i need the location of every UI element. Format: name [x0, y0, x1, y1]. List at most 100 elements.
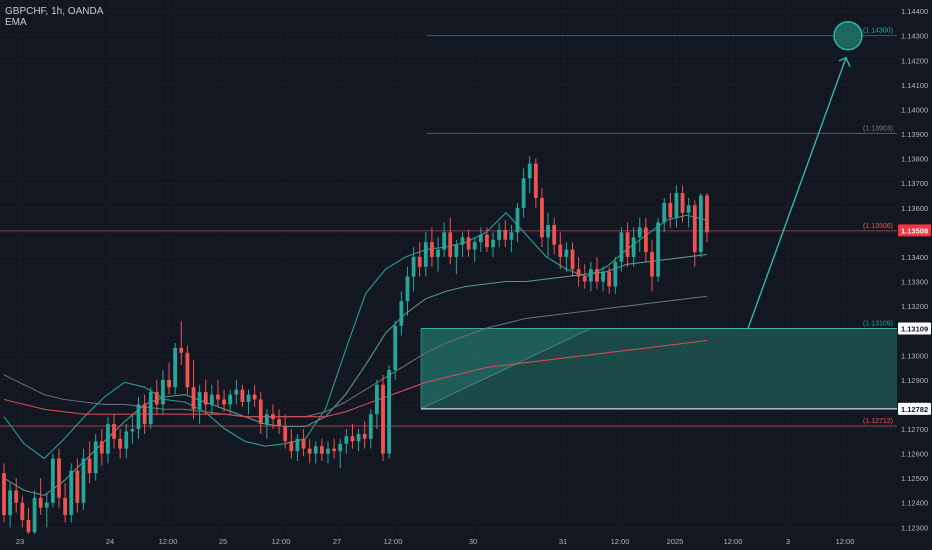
- candle-body: [154, 392, 159, 405]
- candle-body: [185, 352, 190, 388]
- candle-body: [662, 202, 667, 223]
- candlesticks: [2, 156, 709, 547]
- candle-body: [497, 229, 502, 240]
- candle-body: [99, 441, 104, 454]
- candle-body: [246, 394, 251, 402]
- candle-body: [319, 446, 324, 454]
- candle-body: [375, 384, 379, 415]
- candle-body: [674, 193, 679, 218]
- candle-body: [14, 490, 19, 503]
- candle-body: [216, 394, 220, 400]
- symbol-title: GBPCHF, 1h, OANDA: [5, 6, 104, 17]
- candle-body: [136, 404, 141, 429]
- time-tick-label: 27: [333, 537, 341, 546]
- candle-body: [546, 224, 550, 238]
- time-tick-label: 12:00: [384, 537, 403, 546]
- price-label-bg: [898, 322, 931, 335]
- indicator-label[interactable]: EMA: [5, 17, 27, 28]
- price-tick-label: 1.13800: [901, 155, 928, 164]
- candle-body: [558, 244, 563, 257]
- time-tick-label: 12:00: [159, 537, 178, 546]
- candle-body: [63, 497, 68, 516]
- target-zone: [420, 327, 897, 410]
- candle-body: [326, 448, 330, 454]
- target-circle: [833, 20, 863, 51]
- price-tick-label: 1.12600: [901, 450, 928, 459]
- ema-line: [3, 339, 708, 418]
- candle-body: [601, 271, 605, 282]
- candle-body: [362, 433, 367, 439]
- candle-body: [8, 490, 13, 516]
- candle-body: [521, 178, 526, 208]
- candle-body: [417, 256, 422, 267]
- price-tick-label: 1.13900: [901, 130, 928, 139]
- price-label: 1.13109: [901, 324, 928, 333]
- projection-arrow: [747, 57, 847, 329]
- projection-annotation: [747, 20, 863, 329]
- price-tick-label: 1.13400: [901, 253, 928, 262]
- time-tick-label: 12:00: [611, 537, 630, 546]
- candle-body: [234, 389, 239, 395]
- candle-body: [595, 269, 599, 282]
- candle-body: [454, 244, 459, 257]
- price-tick-label: 1.13600: [901, 204, 928, 213]
- candle-body: [527, 163, 532, 179]
- candle-body: [570, 249, 575, 270]
- price-tick-label: 1.14000: [901, 105, 928, 114]
- time-axis[interactable]: 23 24 12:00 25 12:00 27 12:00 30 31 12:00 2025 12:0…: [0, 534, 932, 550]
- candle-body: [503, 229, 508, 240]
- candle-body: [179, 347, 184, 353]
- candle-body: [686, 205, 691, 213]
- candle-body: [368, 414, 373, 439]
- candle-body: [442, 232, 447, 250]
- price-tick-label: 1.13300: [901, 278, 928, 287]
- candle-body: [619, 232, 624, 262]
- candle-body: [552, 224, 557, 245]
- candle-body: [197, 392, 202, 410]
- candle-body: [509, 232, 514, 240]
- candle-body: [26, 519, 31, 533]
- price-label-bg: [898, 402, 931, 415]
- candle-body: [472, 242, 477, 250]
- time-tick-label: 2025: [667, 537, 684, 546]
- candle-body: [588, 269, 593, 282]
- time-tick-label: 30: [469, 537, 477, 546]
- price-tick-label: 1.12500: [901, 474, 928, 483]
- candle-body: [430, 242, 434, 257]
- candle-body: [167, 379, 171, 388]
- price-axis[interactable]: 1.14400 1.14300 1.14200 1.14100 1.14000 1.139…: [897, 0, 932, 550]
- time-tick-label: 25: [219, 537, 227, 546]
- candle-body: [460, 237, 465, 245]
- candle-body: [485, 234, 489, 248]
- price-tick-label: 1.12900: [901, 376, 928, 385]
- candle-body: [106, 424, 110, 454]
- candle-body: [705, 195, 709, 233]
- time-axis-bg: [0, 534, 932, 550]
- candle-body: [466, 237, 471, 250]
- candle-body: [222, 399, 226, 405]
- candle-body: [387, 370, 392, 454]
- candle-body: [356, 433, 361, 442]
- candle-body: [564, 249, 569, 257]
- candle-body: [540, 197, 544, 238]
- candle-body: [668, 202, 673, 218]
- candle-body: [20, 502, 25, 520]
- level-label: (1.13506): [863, 223, 893, 230]
- candle-body: [637, 227, 642, 238]
- level-lines: (1.14300) (1.13903) (1.13506) (1.13109) (1.1…: [0, 28, 897, 427]
- candle-body: [533, 163, 538, 198]
- price-tick-label: 1.13700: [901, 179, 928, 188]
- candle-body: [625, 232, 630, 257]
- candle-body: [69, 470, 74, 516]
- candle-body: [607, 271, 612, 287]
- candle-body: [161, 379, 165, 405]
- candle-body: [613, 261, 618, 287]
- candle-body: [631, 237, 636, 257]
- candle-body: [148, 392, 153, 425]
- price-tick-label: 1.13200: [901, 302, 928, 311]
- candle-body: [191, 387, 196, 410]
- time-tick-label: 31: [559, 537, 567, 546]
- candle-body: [240, 389, 245, 402]
